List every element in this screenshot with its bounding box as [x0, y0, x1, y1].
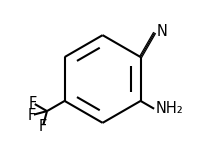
Text: F: F	[28, 108, 36, 123]
Text: N: N	[156, 24, 167, 39]
Text: F: F	[29, 96, 37, 111]
Text: NH₂: NH₂	[155, 101, 183, 116]
Text: F: F	[39, 119, 47, 134]
